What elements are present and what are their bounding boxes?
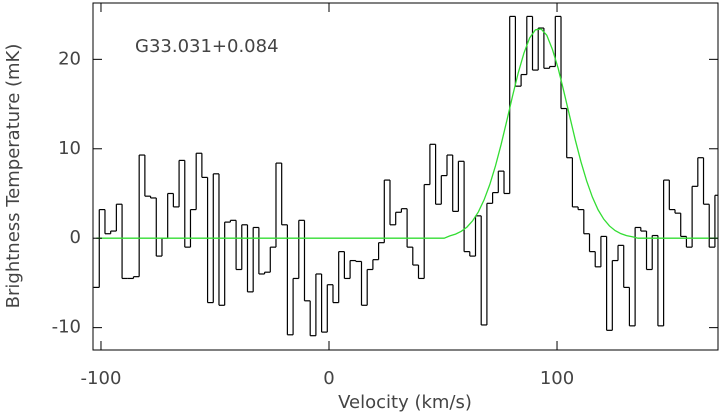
plot-area <box>93 15 718 337</box>
y-tick-label: 20 <box>58 48 81 69</box>
annotation: G33.031+0.084 <box>135 36 279 57</box>
y-tick-label: -10 <box>52 317 81 338</box>
x-tick-label: 0 <box>323 368 334 389</box>
y-tick-label: 0 <box>70 227 81 248</box>
plot-frame <box>92 2 719 351</box>
x-tick-label: -100 <box>81 368 122 389</box>
x-tick-label: 100 <box>540 368 574 389</box>
y-tick-label: 10 <box>58 138 81 159</box>
fit-line <box>96 28 718 239</box>
y-axis-label: Brightness Temperature (mK) <box>3 44 24 309</box>
x-axis-label: Velocity (km/s) <box>338 392 472 413</box>
